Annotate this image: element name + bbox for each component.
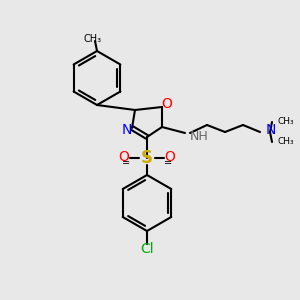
- Text: =: =: [164, 158, 172, 168]
- Text: O: O: [165, 150, 176, 164]
- Text: N: N: [122, 123, 132, 137]
- Text: N: N: [266, 123, 276, 137]
- Text: Cl: Cl: [140, 242, 154, 256]
- Text: O: O: [118, 150, 129, 164]
- Text: NH: NH: [190, 130, 209, 143]
- Text: CH₃: CH₃: [84, 34, 102, 44]
- Text: CH₃: CH₃: [278, 137, 295, 146]
- Text: CH₃: CH₃: [278, 118, 295, 127]
- Text: =: =: [122, 158, 130, 168]
- Text: O: O: [162, 97, 172, 111]
- Text: S: S: [141, 149, 153, 167]
